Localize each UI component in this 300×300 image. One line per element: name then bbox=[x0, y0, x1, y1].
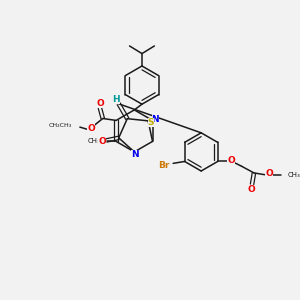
Text: CH₃: CH₃ bbox=[88, 138, 101, 144]
Text: S: S bbox=[148, 118, 154, 127]
Text: Br: Br bbox=[158, 161, 169, 170]
Text: CH₂CH₃: CH₂CH₃ bbox=[49, 123, 72, 128]
Text: CH₃: CH₃ bbox=[287, 172, 300, 178]
Text: N: N bbox=[131, 150, 139, 159]
Text: O: O bbox=[88, 124, 95, 134]
Text: O: O bbox=[227, 156, 235, 165]
Text: O: O bbox=[98, 137, 106, 146]
Text: O: O bbox=[96, 99, 104, 108]
Text: N: N bbox=[152, 115, 159, 124]
Text: O: O bbox=[247, 184, 255, 194]
Text: O: O bbox=[266, 169, 273, 178]
Text: H: H bbox=[112, 95, 120, 104]
